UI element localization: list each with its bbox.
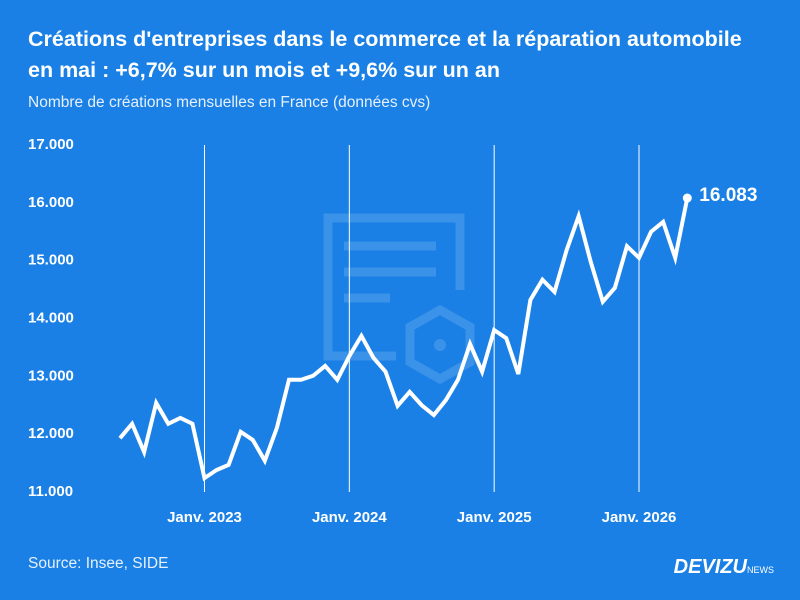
chart-title: Créations d'entreprises dans le commerce… xyxy=(28,27,742,82)
source: Source: Insee, SIDE xyxy=(28,555,169,572)
y-tick-label: 12.000 xyxy=(28,425,74,442)
x-tick-label: Janv. 2025 xyxy=(457,509,532,526)
value-label: 16.083 xyxy=(699,185,757,206)
y-tick-label: 17.000 xyxy=(28,136,74,153)
x-tick-label: Janv. 2023 xyxy=(167,509,242,526)
y-tick-label: 13.000 xyxy=(28,367,74,384)
x-tick-label: Janv. 2026 xyxy=(602,509,677,526)
end-point xyxy=(682,193,692,203)
y-tick-label: 16.000 xyxy=(28,194,74,211)
brand: DEVIZU xyxy=(673,556,747,578)
y-tick-label: 15.000 xyxy=(28,252,74,269)
brand-suffix: NEWS xyxy=(747,565,774,575)
chart-subtitle: Nombre de créations mensuelles en France… xyxy=(28,94,431,111)
x-tick-label: Janv. 2024 xyxy=(312,509,387,526)
data-line xyxy=(118,197,690,482)
y-tick-label: 14.000 xyxy=(28,309,74,326)
brand-logo: DEVIZUNEWS xyxy=(674,556,774,579)
y-tick-label: 11.000 xyxy=(28,483,73,500)
